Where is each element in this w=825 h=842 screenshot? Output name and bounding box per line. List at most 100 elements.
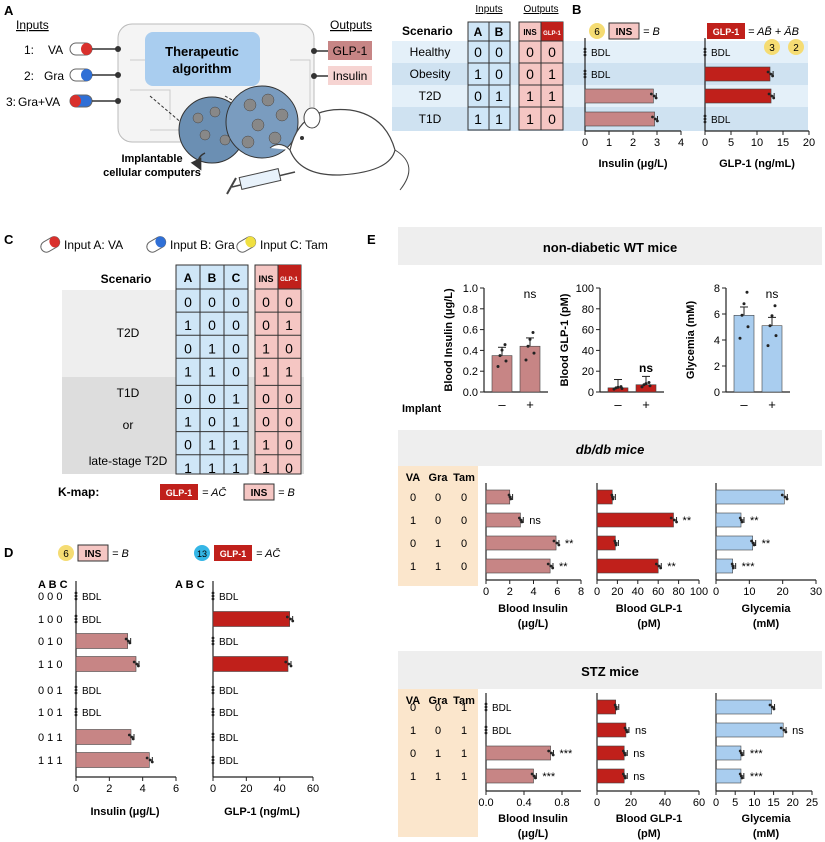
wt-header (398, 227, 822, 265)
d-glp1-tick-label: 40 (274, 783, 286, 795)
legend-input-a: Input A: VA (64, 238, 123, 252)
d-abc-header-1: A B C (38, 579, 68, 591)
c-cell: 0 (285, 340, 293, 356)
c-scenario-header: Scenario (101, 272, 152, 286)
d-row-label: 0 0 0 (38, 591, 62, 603)
stz-condition-cell: 0 (435, 702, 441, 714)
d-insulin-point (135, 662, 139, 666)
c-col-ins: INS (258, 274, 273, 284)
d-ins-formula: = B (112, 548, 129, 560)
e-db-glycemia-point (783, 495, 787, 499)
e-db-glycemia-point (731, 566, 735, 570)
c-cell: 0 (208, 294, 216, 310)
d-insulin-bar (75, 729, 132, 745)
e-stz-glycemia-point (768, 703, 772, 707)
e-wt-glycemia-point (746, 325, 750, 329)
e-db-glp1-point (654, 562, 658, 566)
output-glp1-box (328, 41, 372, 60)
ins-formula: = B (643, 26, 660, 38)
e-db-gly-xlabel: Glycemia (742, 603, 792, 615)
c-group-t1d: T1D (117, 386, 140, 400)
cell-ins: 1 (526, 111, 534, 127)
e-db-glp1-point (657, 564, 661, 568)
e-wt-glycemia-point (740, 313, 744, 317)
db-condition-cell: 0 (461, 492, 467, 504)
stz-condition-cell: 1 (461, 725, 467, 737)
b-insulin-point (649, 92, 653, 96)
e-wt-insulin-point (524, 358, 528, 362)
e-db-insulin-tick-label: 4 (530, 586, 536, 598)
b-glp1-point (771, 74, 774, 78)
e-wt-insulin-point (496, 365, 500, 369)
e-stz-glycemia-tick-label: 0 (713, 797, 719, 809)
d-insulin-tick-label: 4 (140, 783, 146, 795)
stz-title: STZ mice (581, 664, 639, 679)
e-stz-insulin-point (551, 753, 555, 757)
e-wt-glp1-tick-label: 20 (582, 366, 594, 378)
e-stz-insulin-significance: *** (542, 771, 556, 783)
e-stz-glycemia-tick-label: 5 (732, 797, 738, 809)
stz-condition-cell: 1 (435, 748, 441, 760)
e-db-glp1-bar (596, 512, 674, 528)
c-cell: 0 (232, 340, 240, 356)
e-db-insulin-point (509, 497, 513, 501)
cell-glp1: 1 (548, 66, 556, 82)
cell-a: 0 (474, 88, 482, 104)
e-stz-insulin-point (530, 772, 534, 776)
legend-input-c: Input C: Tam (260, 238, 328, 252)
implant-label-1: Implantable (121, 153, 182, 165)
c-cell: 0 (208, 317, 216, 333)
kmap-ins-label: INS (251, 488, 268, 499)
e-stz-glp1-significance: ns (633, 771, 645, 783)
e-wt-insulin-tick-label: 0.4 (463, 345, 478, 357)
input-2-index: 2: (24, 69, 34, 83)
b-insulin-point (654, 96, 658, 100)
e-stz-glp1-significance: ns (635, 725, 647, 737)
e-wt-glycemia-point (774, 334, 778, 338)
e-db-glp1-point (614, 543, 618, 547)
d-glp1-formula: = AC̄ (256, 547, 280, 560)
d-glp1-bdl-label: BDL (219, 708, 239, 719)
e-stz-insulin-point (549, 751, 553, 755)
inputs-heading: Inputs (16, 18, 49, 32)
cell-a: 0 (474, 44, 482, 60)
c-cell: 0 (184, 294, 192, 310)
d-glp1-tick-label: 0 (210, 783, 216, 795)
b-insulin-point (655, 119, 659, 123)
syringe-icon (226, 168, 296, 195)
db-condition-cell: 1 (410, 515, 416, 527)
e-wt-glp1-tick-label: 0 (588, 387, 594, 399)
e-db-glycemia-bar (715, 489, 785, 505)
b-glp1-tick-label: 20 (803, 137, 815, 149)
d-row-label: 0 1 1 (38, 732, 62, 744)
outputs-heading: Outputs (330, 18, 372, 32)
d-insulin-point (150, 760, 154, 764)
e-db-glp1-significance: ** (683, 515, 692, 527)
e-db-glp1-bar (596, 489, 613, 505)
d-glp1-point (291, 619, 295, 623)
c-cell: 0 (262, 317, 270, 333)
e-stz-glycemia-point (782, 728, 786, 732)
e-stz-insulin-tick-label: 0.4 (516, 797, 531, 809)
e-wt-glp1-ylabel: Blood GLP-1 (pM) (559, 293, 571, 386)
d-glp1-point (289, 617, 292, 621)
e-stz-glycemia-point (740, 753, 744, 757)
e-stz-glycemia-bar (715, 699, 772, 715)
d-glp1-badge-label: GLP-1 (220, 549, 247, 559)
c-cell: 0 (262, 294, 270, 310)
e-db-glp1-point (611, 497, 615, 501)
stz-col-va: VA (406, 695, 421, 707)
d-glp1-bdl-label: BDL (219, 686, 239, 697)
c-cell: 0 (285, 460, 293, 476)
e-db-glycemia-significance: ** (750, 515, 759, 527)
db-col-gra: Gra (429, 472, 449, 484)
d-abc-header-2: A B C (175, 579, 205, 591)
e-wt-insulin-tick-label: 0.0 (463, 387, 478, 399)
e-stz-glp1-point (623, 776, 627, 780)
e-wt-insulin-point (504, 359, 508, 363)
implant-label: Implant (402, 403, 441, 415)
e-wt-glycemia-point (742, 302, 746, 306)
d-insulin-point (148, 758, 152, 762)
c-cell: 1 (208, 437, 216, 453)
e-stz-glycemia-significance: *** (750, 771, 764, 783)
